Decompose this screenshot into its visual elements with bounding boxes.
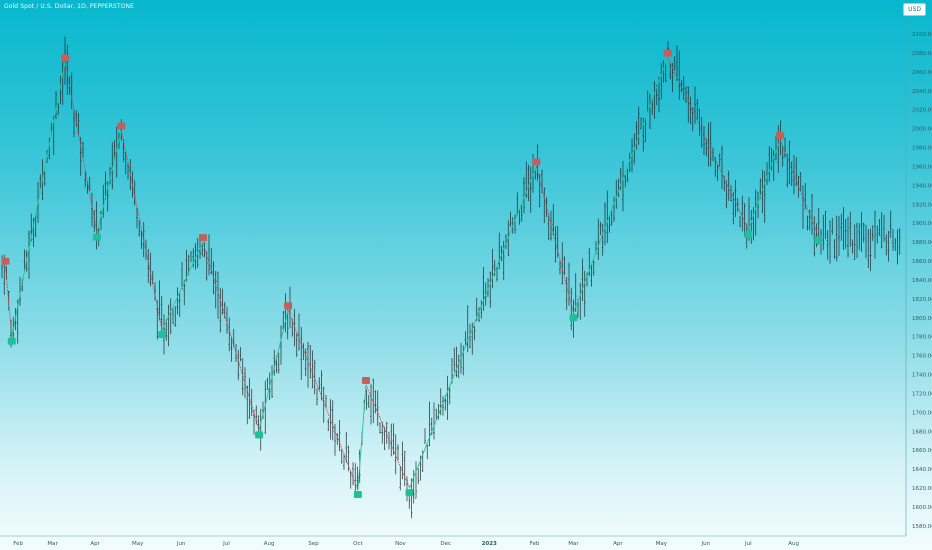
y-tick-label: 1700.00: [912, 410, 932, 416]
x-tick-label: Aug: [788, 541, 799, 547]
y-tick-label: 1980.00: [912, 146, 932, 152]
swing-low-marker[interactable]: [92, 233, 101, 241]
zigzag-down-leg: [535, 166, 574, 314]
x-tick-label: Oct: [353, 541, 363, 547]
zigzag-up-leg: [357, 384, 367, 491]
y-axis-ticks: 1580.00 1600.00 1620.00 1640.00 1660.00 1680.…: [912, 32, 932, 530]
swing-low-marker[interactable]: [405, 489, 414, 497]
y-tick-label: 2040.00: [912, 89, 932, 95]
swing-high-marker[interactable]: [663, 49, 672, 57]
y-tick-label: 2100.00: [912, 32, 932, 38]
swing-markers: [1, 49, 823, 498]
y-tick-label: 2000.00: [912, 127, 932, 133]
y-tick-label: 1680.00: [912, 429, 932, 435]
x-tick-label: Jul: [744, 541, 752, 547]
x-tick-label: Apr: [613, 541, 623, 547]
zigzag-down-leg: [120, 130, 163, 331]
x-tick-label: Mar: [568, 541, 579, 547]
zigzag-up-leg: [573, 57, 669, 314]
y-tick-label: 1780.00: [912, 335, 932, 341]
zigzag-down-leg: [64, 62, 98, 233]
swing-high-marker[interactable]: [776, 131, 785, 139]
zigzag-down-leg: [667, 57, 749, 231]
y-tick-label: 1660.00: [912, 448, 932, 454]
y-tick-label: 1740.00: [912, 373, 932, 379]
y-tick-label: 1960.00: [912, 164, 932, 170]
x-tick-label: Feb: [530, 541, 540, 547]
swing-low-marker[interactable]: [255, 431, 264, 439]
zigzag-down-leg: [779, 139, 819, 236]
zigzag-down-leg: [365, 384, 410, 489]
x-tick-label: 2023: [482, 541, 497, 547]
x-tick-label: Mar: [47, 541, 58, 547]
y-tick-label: 1720.00: [912, 391, 932, 397]
x-tick-label: Apr: [90, 541, 100, 547]
y-tick-label: 1800.00: [912, 316, 932, 322]
swing-low-marker[interactable]: [7, 337, 16, 345]
y-tick-label: 1600.00: [912, 505, 932, 511]
y-tick-label: 2080.00: [912, 51, 932, 57]
zigzag-up-leg: [747, 139, 781, 230]
y-tick-label: 1840.00: [912, 278, 932, 284]
x-tick-label: Nov: [395, 541, 406, 547]
swing-low-marker[interactable]: [353, 490, 362, 498]
ohlc-bars: [1, 36, 901, 519]
currency-button[interactable]: USD: [903, 3, 926, 16]
x-tick-label: Feb: [13, 541, 23, 547]
swing-low-marker[interactable]: [158, 331, 167, 339]
zigzag-up-leg: [96, 130, 122, 233]
x-tick-label: Sep: [308, 541, 319, 547]
swing-high-marker[interactable]: [117, 122, 126, 130]
zigzag-up-leg: [258, 310, 289, 431]
x-tick-label: May: [132, 541, 144, 547]
y-tick-label: 1920.00: [912, 202, 932, 208]
zigzag-down-leg: [287, 310, 359, 491]
swing-low-marker[interactable]: [744, 230, 753, 238]
y-tick-label: 1900.00: [912, 221, 932, 227]
swing-high-marker[interactable]: [284, 302, 293, 310]
swing-high-marker[interactable]: [198, 234, 207, 242]
x-tick-label: Jun: [176, 541, 186, 547]
zigzag-down-leg: [4, 265, 13, 337]
y-tick-label: 1940.00: [912, 183, 932, 189]
y-tick-label: 1580.00: [912, 524, 932, 530]
y-tick-label: 1640.00: [912, 467, 932, 473]
swing-high-marker[interactable]: [61, 54, 70, 62]
chart-title: Gold Spot / U.S. Dollar, 1D, PEPPERSTONE: [4, 3, 135, 10]
y-tick-label: 1820.00: [912, 297, 932, 303]
swing-low-marker[interactable]: [814, 236, 823, 244]
zigzag-lines: [4, 57, 819, 491]
swing-low-marker[interactable]: [569, 314, 578, 322]
x-tick-label: Dec: [440, 541, 451, 547]
zigzag-down-leg: [202, 241, 260, 431]
swing-high-marker[interactable]: [362, 376, 371, 384]
x-tick-label: Jun: [700, 541, 710, 547]
x-axis-ticks: Feb Mar Apr May Jun Jul Aug Sep Oct Nov Dec 2023 Feb…: [13, 541, 799, 547]
y-tick-label: 1760.00: [912, 354, 932, 360]
zigzag-up-leg: [11, 62, 66, 337]
y-tick-label: 1880.00: [912, 240, 932, 246]
x-tick-label: Aug: [264, 541, 275, 547]
y-tick-label: 1860.00: [912, 259, 932, 265]
y-tick-label: 1620.00: [912, 486, 932, 492]
swing-high-marker[interactable]: [1, 257, 10, 265]
x-tick-label: May: [656, 541, 668, 547]
zigzag-up-leg: [161, 241, 204, 331]
x-tick-label: Jul: [222, 541, 230, 547]
y-tick-label: 2060.00: [912, 70, 932, 76]
zigzag-up-leg: [409, 166, 537, 489]
swing-high-marker[interactable]: [532, 158, 541, 166]
y-tick-label: 2020.00: [912, 108, 932, 114]
